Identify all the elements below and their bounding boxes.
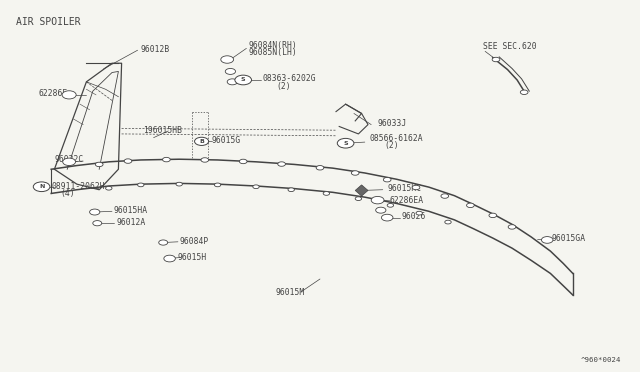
Text: 08566-6162A: 08566-6162A: [370, 134, 424, 143]
Text: SEE SEC.620: SEE SEC.620: [483, 42, 537, 51]
Text: (2): (2): [384, 141, 399, 150]
Text: 96015M: 96015M: [275, 288, 305, 297]
Circle shape: [221, 56, 234, 63]
Circle shape: [195, 137, 209, 145]
Text: 96015G: 96015G: [211, 136, 241, 145]
Circle shape: [164, 255, 175, 262]
Circle shape: [214, 183, 221, 187]
Circle shape: [93, 221, 102, 226]
Text: 08911-2062H: 08911-2062H: [51, 182, 105, 190]
Circle shape: [412, 185, 420, 190]
Circle shape: [227, 79, 237, 85]
Text: 96026: 96026: [402, 212, 426, 221]
Text: (2): (2): [276, 82, 291, 91]
Text: 96015H: 96015H: [177, 253, 207, 262]
Text: AIR SPOILER: AIR SPOILER: [16, 17, 81, 27]
Circle shape: [201, 158, 209, 162]
Text: 08363-6202G: 08363-6202G: [262, 74, 316, 83]
Text: 96015HC: 96015HC: [387, 185, 421, 193]
Circle shape: [337, 138, 354, 148]
Polygon shape: [355, 185, 368, 196]
Text: 96084N(RH): 96084N(RH): [248, 41, 297, 50]
Text: 196015HB: 196015HB: [143, 126, 182, 135]
Circle shape: [387, 203, 394, 207]
Circle shape: [253, 185, 259, 189]
Text: S: S: [343, 141, 348, 146]
Text: 96084P: 96084P: [179, 237, 209, 246]
Circle shape: [371, 196, 384, 204]
Text: 96032C: 96032C: [54, 155, 84, 164]
Circle shape: [376, 207, 386, 213]
Text: S: S: [241, 77, 246, 83]
Circle shape: [235, 75, 252, 85]
Circle shape: [355, 197, 362, 201]
Circle shape: [316, 166, 324, 170]
Text: B: B: [199, 139, 204, 144]
Circle shape: [492, 57, 500, 62]
Circle shape: [33, 182, 50, 192]
Circle shape: [106, 186, 112, 190]
Circle shape: [541, 237, 553, 243]
Circle shape: [239, 159, 247, 164]
Circle shape: [225, 68, 236, 74]
Text: 62286E: 62286E: [38, 89, 68, 98]
Circle shape: [95, 162, 103, 167]
Text: (4): (4): [61, 189, 76, 198]
Circle shape: [467, 203, 474, 208]
Text: N: N: [39, 184, 44, 189]
Circle shape: [63, 158, 76, 166]
Circle shape: [138, 183, 144, 187]
Text: 62286EA: 62286EA: [389, 196, 423, 205]
Text: 96015HA: 96015HA: [114, 206, 148, 215]
Circle shape: [288, 188, 294, 192]
Circle shape: [383, 177, 391, 182]
Circle shape: [520, 90, 528, 94]
Circle shape: [441, 194, 449, 198]
Text: 96012B: 96012B: [141, 45, 170, 54]
Circle shape: [176, 182, 182, 186]
Circle shape: [90, 209, 100, 215]
Circle shape: [62, 91, 76, 99]
Circle shape: [124, 159, 132, 163]
Circle shape: [381, 214, 393, 221]
Circle shape: [323, 192, 330, 195]
Circle shape: [416, 211, 422, 215]
Circle shape: [278, 162, 285, 166]
Circle shape: [489, 213, 497, 218]
Text: 96012A: 96012A: [116, 218, 146, 227]
Text: 96033J: 96033J: [378, 119, 407, 128]
Circle shape: [508, 225, 516, 229]
Circle shape: [445, 220, 451, 224]
Circle shape: [351, 171, 359, 175]
Circle shape: [159, 240, 168, 245]
Text: ^960*0024: ^960*0024: [580, 357, 621, 363]
Text: 96085N(LH): 96085N(LH): [248, 48, 297, 57]
Text: 96015GA: 96015GA: [552, 234, 586, 243]
Circle shape: [163, 157, 170, 162]
